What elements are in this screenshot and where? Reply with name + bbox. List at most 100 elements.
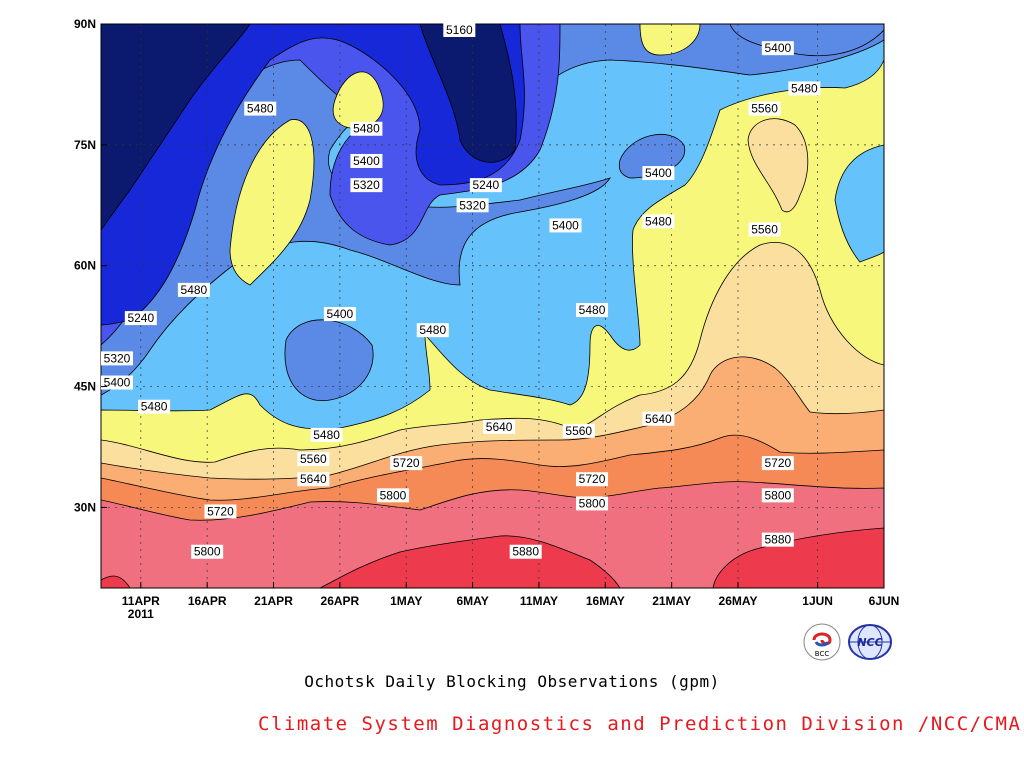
contour-label-bg (310, 427, 343, 442)
x-tick-label: 11APR (122, 594, 160, 608)
contour-label-bg (761, 41, 794, 56)
contour-label-bg (350, 153, 383, 168)
contour-label: 5480 (419, 323, 446, 337)
contour-label: 5240 (127, 311, 154, 325)
cell-5320-upper-right (618, 24, 884, 179)
y-tick-label: 45N (74, 380, 96, 394)
x-tick-label: 26MAY (719, 594, 758, 608)
contour-label-bg (483, 419, 516, 434)
contour-label-bg (576, 472, 609, 487)
contour-labels: 5160 5400 5480 5480 5480 5560 5400 5400 5320 5240… (101, 23, 821, 559)
contour-label: 5480 (313, 428, 340, 442)
x-tick-label: 16MAY (586, 594, 625, 608)
contour-label: 5400 (327, 307, 354, 321)
contour-label: 5720 (579, 472, 606, 486)
contour-label-bg (376, 488, 409, 503)
contour-label: 5320 (459, 198, 486, 212)
ncc-logo-text: NCC (857, 636, 882, 649)
contour-label-bg (177, 282, 210, 297)
contour-label-bg (456, 198, 489, 213)
contour-label: 5560 (300, 452, 327, 466)
contour-label: 5400 (104, 376, 131, 390)
contour-label-bg (562, 423, 595, 438)
contour-label: 5160 (446, 23, 473, 37)
contour-label: 5560 (751, 102, 778, 116)
contour-label: 5480 (645, 214, 672, 228)
contour-label: 5480 (791, 81, 818, 95)
contour-label-bg (297, 472, 330, 487)
contour-label: 5880 (764, 533, 791, 547)
contour-label: 5400 (764, 41, 791, 55)
contour-label-bg (443, 23, 476, 37)
contour-label-bg (416, 323, 449, 338)
contour-label-bg (642, 411, 675, 426)
x-tick-label: 6JUN (869, 594, 900, 608)
grid-lines (101, 24, 884, 588)
contour-label: 5480 (181, 283, 208, 297)
x-tick-label: 1MAY (390, 594, 422, 608)
ncc-logo-icon: NCC (848, 624, 892, 660)
contour-label-bg (549, 218, 582, 233)
contour-label-bg (576, 496, 609, 511)
y-tick-label: 90N (74, 17, 96, 31)
contour-label-bg (509, 544, 542, 559)
x-year-label: 2011 (128, 607, 154, 621)
contour-label: 5240 (473, 178, 500, 192)
contour-label-bg (350, 178, 383, 193)
contour-label-bg (761, 488, 794, 503)
contour-label-bg (124, 311, 157, 326)
cell-5400-right (834, 144, 884, 263)
contour-label: 5800 (380, 488, 407, 502)
x-tick-label: 11MAY (520, 594, 558, 608)
x-tick-label: 16APR (188, 594, 227, 608)
y-tick-label: 30N (74, 500, 96, 514)
contour-label-bg (761, 532, 794, 547)
contour-chart: 5160 5400 5480 5480 5480 5560 5400 5400 5320 5240… (74, 17, 900, 621)
band-lt-5160 (101, 24, 517, 231)
x-tick-label: 21MAY (652, 594, 691, 608)
contour-label-bg (323, 307, 356, 322)
x-tick-label: 6MAY (456, 594, 488, 608)
contour-label: 5640 (486, 420, 513, 434)
contour-label: 5720 (207, 504, 234, 518)
plot-frame (100, 23, 885, 589)
contour-label-bg (138, 399, 171, 414)
band-5800-5880 (101, 481, 884, 588)
band-5160-5240 (101, 24, 525, 326)
x-tick-label: 21APR (254, 594, 293, 608)
contour-label-bg (576, 303, 609, 318)
contour-label-bg (297, 452, 330, 467)
contour-label: 5480 (247, 102, 274, 116)
contour-label: 5480 (353, 122, 380, 136)
plot-area (101, 24, 884, 588)
contour-label: 5320 (353, 178, 380, 192)
x-tick-label: 26APR (321, 594, 360, 608)
y-tick-label: 75N (74, 138, 96, 152)
contour-label-bg (788, 81, 821, 96)
contour-label-bg (642, 214, 675, 229)
contour-label: 5400 (552, 218, 579, 232)
contour-label-bg (101, 351, 133, 366)
contour-label: 5800 (764, 488, 791, 502)
contour-label: 5800 (194, 545, 221, 559)
y-tick-label: 60N (74, 259, 96, 273)
contour-label-bg (244, 101, 277, 116)
contour-label: 5560 (751, 222, 778, 236)
contour-label-bg (350, 121, 383, 136)
contour-label: 5720 (764, 456, 791, 470)
contour-label-bg (469, 178, 502, 193)
contour-label: 5560 (565, 424, 592, 438)
bcc-logo-icon: BCC (803, 623, 841, 661)
contour-label: 5400 (645, 166, 672, 180)
y-axis: 30N 45N 60N 75N 90N (74, 17, 107, 514)
contour-label: 5480 (579, 303, 606, 317)
contour-label: 5640 (645, 412, 672, 426)
contour-label-bg (761, 456, 794, 471)
contour-label: 5320 (104, 351, 131, 365)
contour-label: 5720 (393, 456, 420, 470)
contour-label-bg (204, 504, 237, 519)
contour-label-bg (642, 166, 675, 181)
contour-label: 5800 (579, 496, 606, 510)
contour-label-bg (390, 456, 423, 471)
